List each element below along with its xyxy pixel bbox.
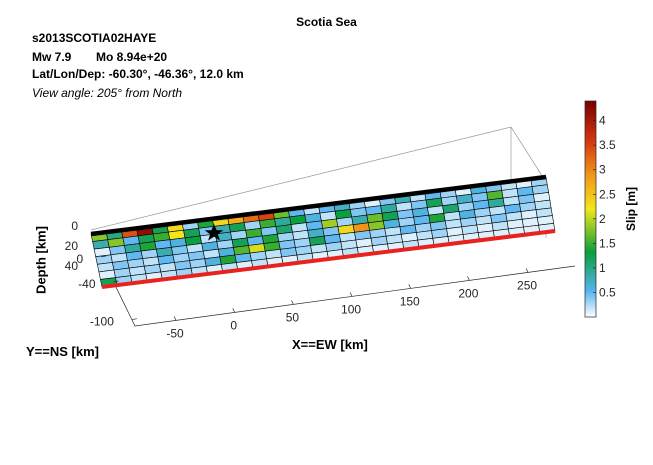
x-axis-label: X==EW [km] (292, 337, 368, 352)
axis-tick-mark (113, 280, 119, 283)
event-id: s2013SCOTIA02HAYE (32, 31, 157, 45)
axis-tick-mark (101, 255, 107, 258)
colorbar-tick-label: 2.5 (599, 187, 616, 201)
axis-tick-mark (525, 268, 529, 273)
fault-top-edge (90, 174, 547, 237)
colorbar (584, 100, 597, 318)
x-tick-label: 150 (400, 294, 420, 308)
x-tick-label: 50 (286, 310, 300, 324)
view-angle-label: View angle: 205° from North (32, 86, 182, 100)
magnitude-mw: Mw 7.9 (32, 50, 72, 64)
x-tick-label: -50 (166, 326, 184, 340)
colorbar-tick-label: 1.5 (599, 236, 616, 250)
z-tick-label: 0 (71, 219, 78, 233)
epicenter-star-icon (204, 224, 224, 241)
colorbar-tick-label: 4 (599, 114, 606, 128)
colorbar-tick-label: 3.5 (599, 138, 616, 152)
axis-tick-mark (131, 318, 137, 321)
moment-mo: Mo 8.94e+20 (96, 50, 168, 64)
fault-trace-line (101, 229, 556, 289)
z-tick-label: 20 (65, 239, 79, 253)
location-label: Lat/Lon/Dep: -60.30°, -46.36°, 12.0 km (32, 67, 244, 81)
y-tick-label: -40 (78, 277, 96, 291)
axis-tick-mark (173, 316, 177, 321)
colorbar-tick-label: 3 (599, 163, 606, 177)
x-tick-label: 0 (230, 318, 237, 332)
fault-slip-grid (90, 176, 556, 288)
colorbar-tick-label: 2 (599, 212, 606, 226)
axis-tick-mark (232, 308, 236, 313)
chart-title: Scotia Sea (296, 15, 357, 29)
axis-tick-mark (467, 276, 470, 281)
colorbar-tick-label: 1 (599, 261, 606, 275)
y-tick-label: -100 (90, 315, 114, 329)
axis-tick-mark (408, 284, 412, 289)
colorbar-tick-label: 0.5 (599, 285, 616, 299)
x-tick-label: 200 (458, 286, 478, 300)
z-tick-label: 40 (65, 259, 79, 273)
x-tick-label: 250 (517, 278, 537, 292)
y-tick-label: 0 (77, 252, 84, 266)
axis-tick-mark (349, 292, 353, 297)
y-axis-label: Y==NS [km] (26, 344, 99, 359)
axis-tick-mark (291, 300, 294, 305)
x-tick-label: 100 (341, 302, 361, 316)
